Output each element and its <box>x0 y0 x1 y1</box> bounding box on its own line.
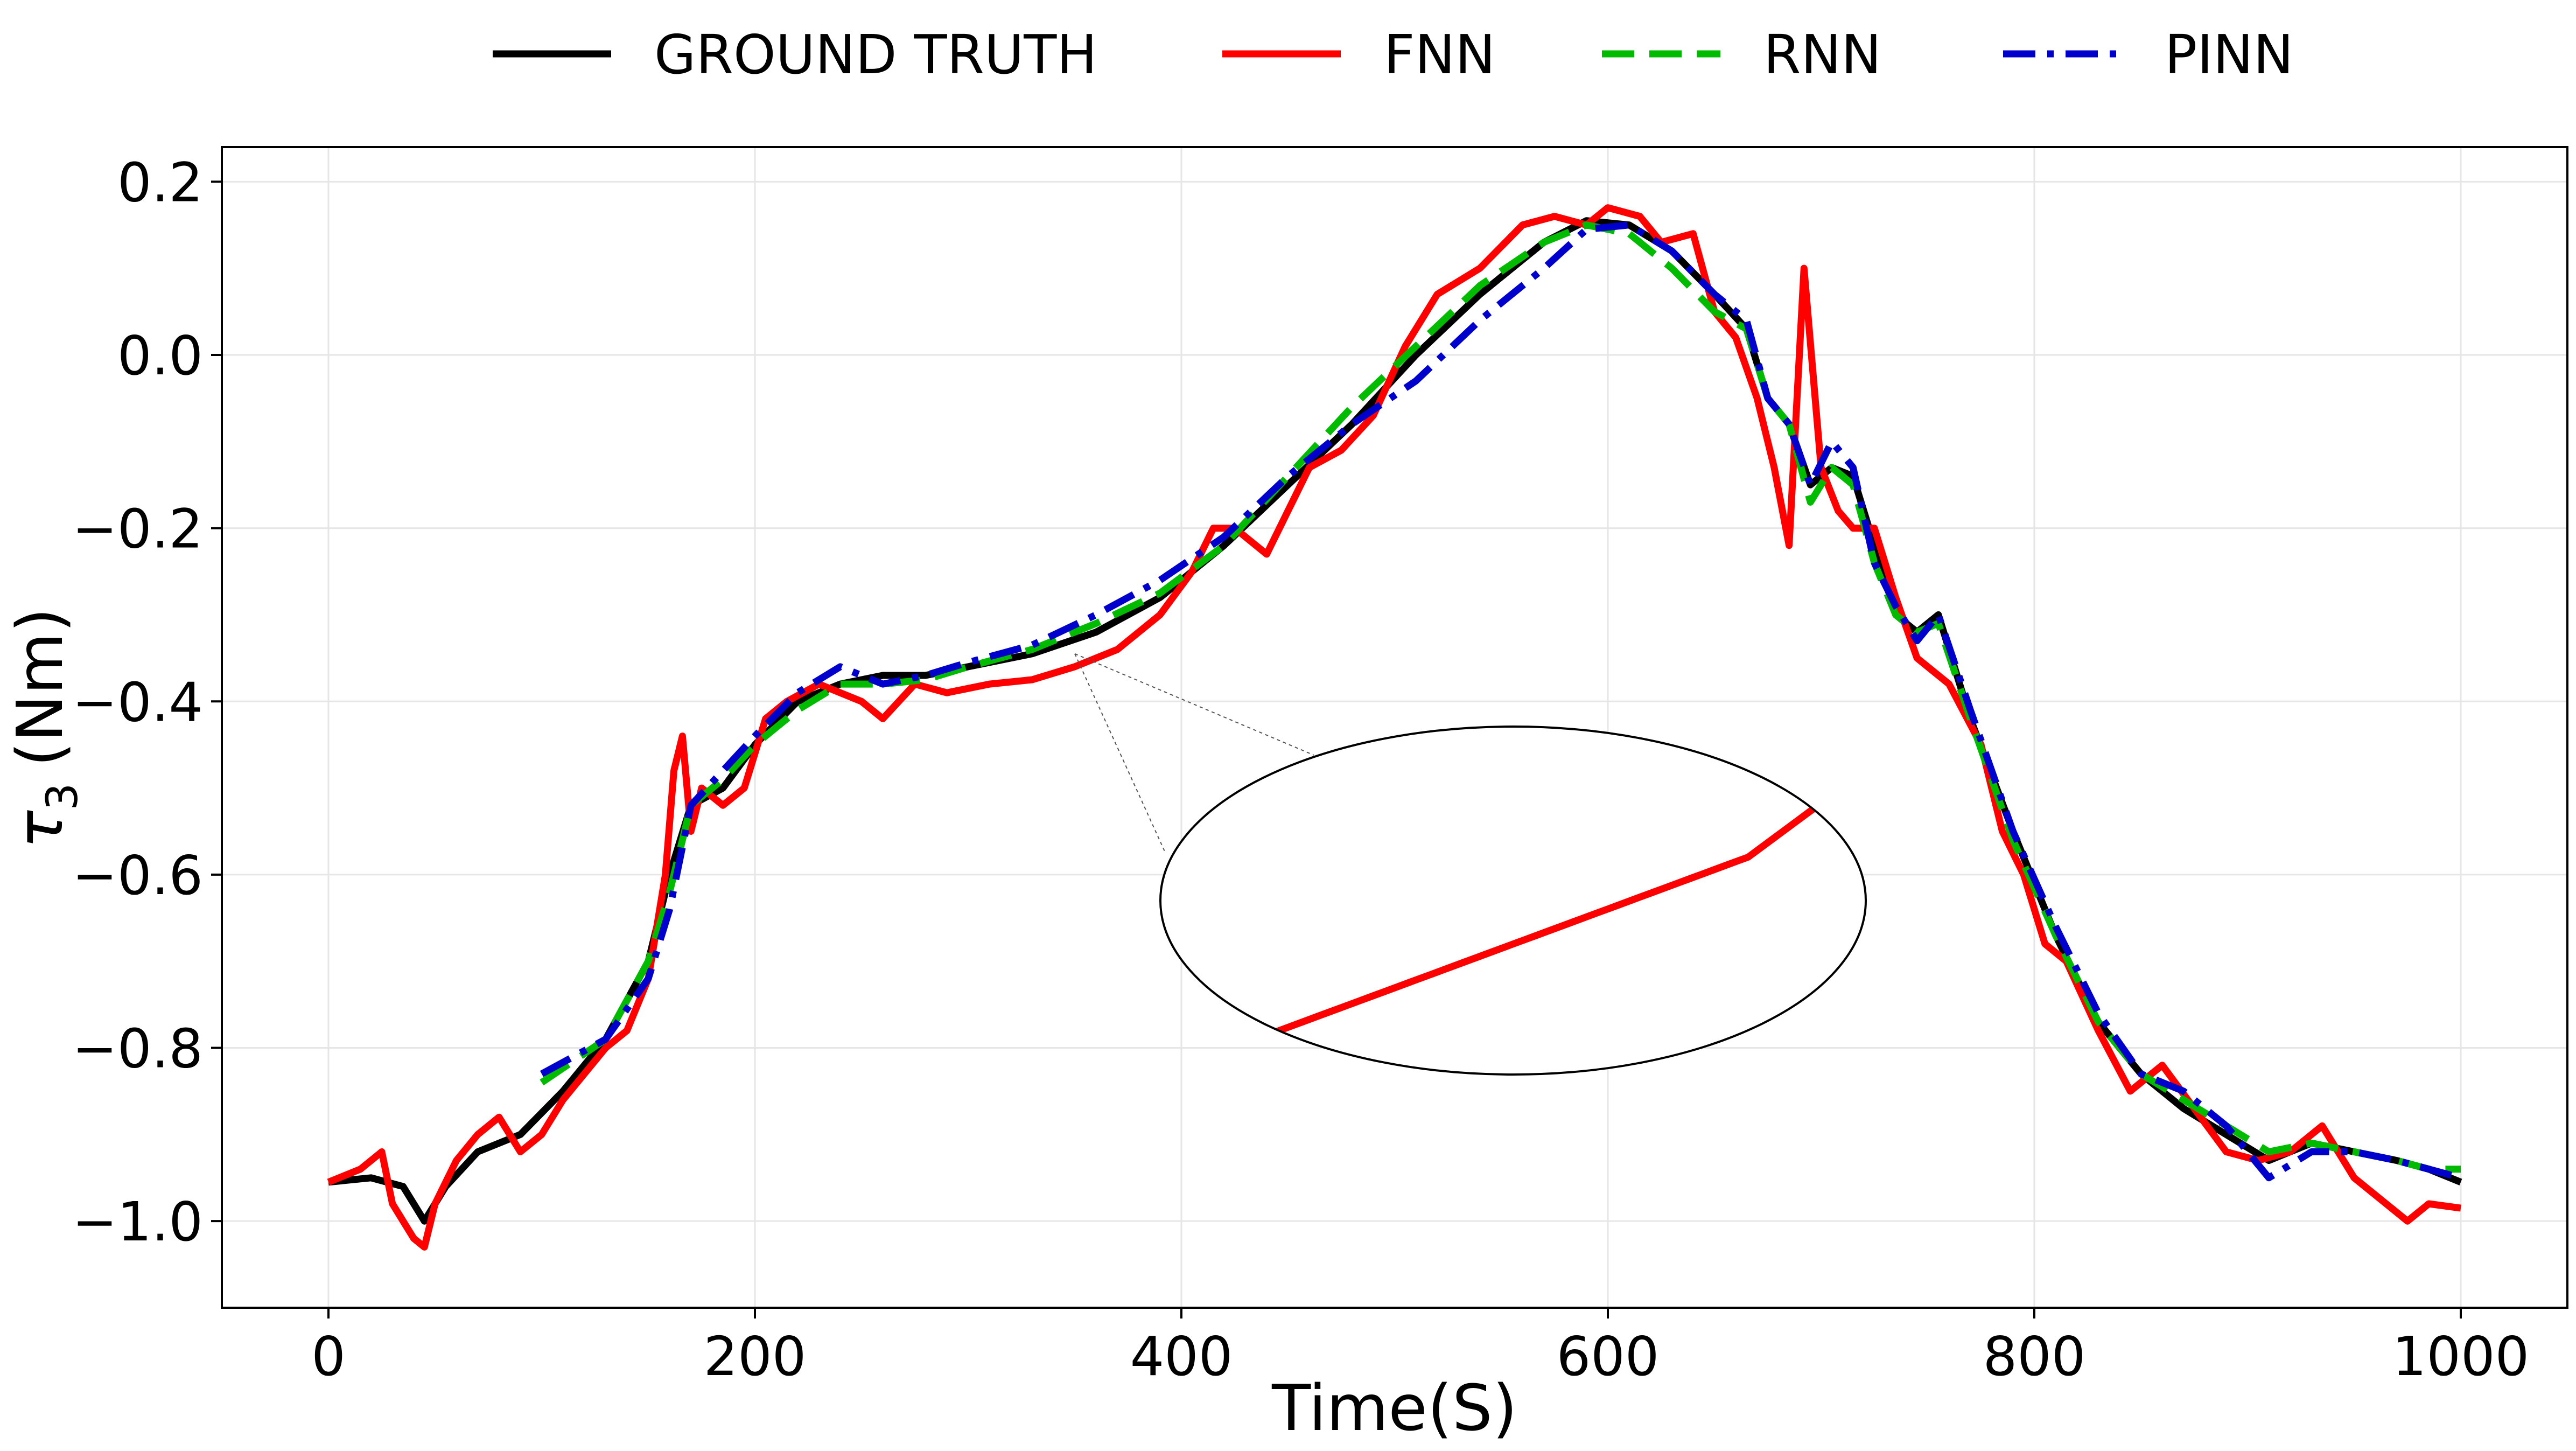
legend-label: RNN <box>1763 23 1881 86</box>
zoom-inset <box>1074 653 1867 1076</box>
inset-background <box>1160 727 1866 1075</box>
series-group <box>327 204 2462 1251</box>
y-tick-label: −0.6 <box>72 844 203 907</box>
x-tick-label: 200 <box>704 1325 807 1388</box>
inset-line-rnn <box>1160 727 1866 730</box>
legend-label: GROUND TRUTH <box>654 23 1097 86</box>
series-line-rnn <box>540 221 2461 1173</box>
x-tick-label: 800 <box>1983 1325 2086 1388</box>
x-axis-title: Time(S) <box>1271 1371 1517 1445</box>
y-tick-label: −0.8 <box>72 1017 203 1080</box>
y-tick-label: −0.2 <box>72 498 203 561</box>
y-tick-label: −1.0 <box>72 1190 203 1253</box>
x-tick-label: 1000 <box>2392 1325 2530 1388</box>
axis-ticks: 0 200 400 600 800 1000 0.2 0.0 −0.2 −0.4 −0.6 −0.8 −… <box>72 151 2529 1388</box>
legend: GROUND TRUTH FNN RNN PINN <box>493 23 2293 86</box>
x-tick-label: 600 <box>1557 1325 1660 1388</box>
y-tick-label: 0.2 <box>117 151 203 214</box>
y-tick-label: −0.4 <box>72 671 203 734</box>
legend-label: PINN <box>2165 23 2293 86</box>
inset-border <box>1159 726 1867 1076</box>
y-tick-label: 0.0 <box>117 324 203 387</box>
legend-label: FNN <box>1384 23 1495 86</box>
y-axis-unit: (Nm) <box>3 608 77 766</box>
inset-connector-line <box>1074 653 1166 854</box>
series-line-fnn <box>327 204 2461 1251</box>
inset-connector-line <box>1074 653 1314 756</box>
y-axis-symbol: τ <box>3 810 77 849</box>
grid <box>222 147 2567 1308</box>
x-tick-label: 0 <box>311 1325 346 1388</box>
y-axis-title: τ3 (Nm) <box>3 608 87 848</box>
x-tick-label: 400 <box>1130 1325 1233 1388</box>
series-line-pinn <box>540 221 2462 1182</box>
svg-text:τ3(Nm): τ3 (Nm) <box>3 608 87 848</box>
y-axis-subscript: 3 <box>37 783 87 811</box>
plot-frame <box>221 146 2568 1309</box>
